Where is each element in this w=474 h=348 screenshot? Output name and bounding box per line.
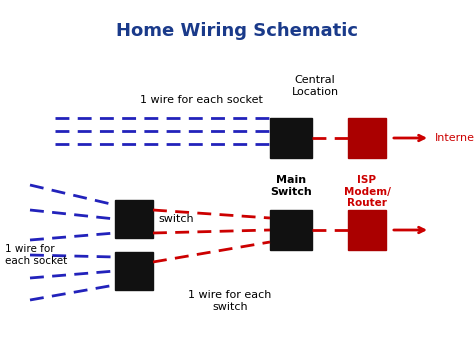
Bar [115, 252, 153, 290]
Text: Central
Location: Central Location [292, 75, 338, 97]
Text: 1 wire for
each socket: 1 wire for each socket [5, 244, 67, 266]
Text: 1 wire for each
switch: 1 wire for each switch [188, 290, 272, 311]
Bar [270, 118, 312, 158]
Bar [115, 200, 153, 238]
Bar [348, 210, 386, 250]
Text: switch: switch [158, 214, 193, 224]
Bar [270, 210, 312, 250]
Text: 1 wire for each socket: 1 wire for each socket [140, 95, 263, 105]
Text: Internet: Internet [435, 133, 474, 143]
Bar [348, 118, 386, 158]
Text: ISP
Modem/
Router: ISP Modem/ Router [344, 175, 391, 208]
Text: Home Wiring Schematic: Home Wiring Schematic [116, 22, 358, 40]
Text: Main
Switch: Main Switch [270, 175, 312, 197]
